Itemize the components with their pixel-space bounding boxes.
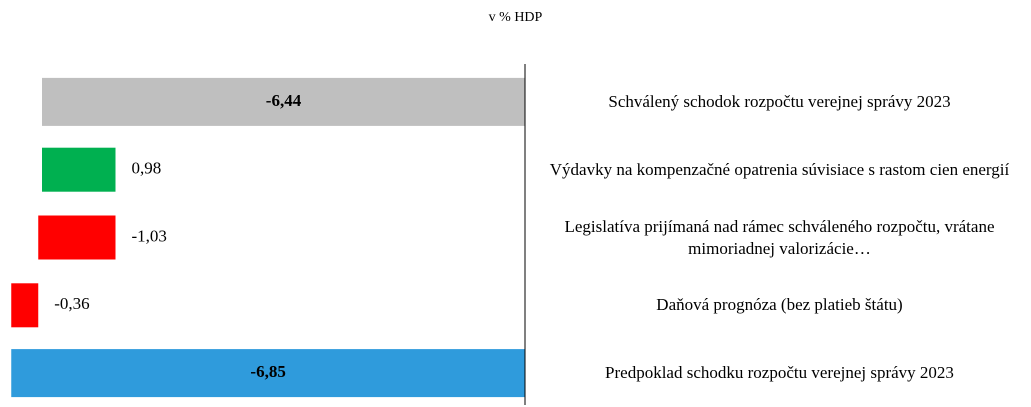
bar	[11, 283, 39, 328]
value-label: -1,03	[132, 226, 167, 245]
category-label: Legislatíva prijímaná nad rámec schválen…	[564, 216, 995, 258]
value-label: -0,36	[54, 294, 89, 313]
value-label: -6,44	[266, 91, 302, 110]
category-label: Schválený schodok rozpočtu verejnej sprá…	[608, 91, 951, 111]
category-label: Predpoklad schodku rozpočtu verejnej spr…	[605, 363, 954, 383]
bar	[42, 77, 525, 126]
bar	[42, 147, 116, 192]
value-label: -6,85	[250, 362, 285, 381]
chart-title: v % HDP	[488, 10, 543, 25]
value-label: 0,98	[132, 159, 162, 178]
bar	[38, 215, 116, 260]
category-label: Daňová prognóza (bez platieb štátu)	[656, 295, 903, 315]
category-label: Výdavky na kompenzačné opatrenia súvisia…	[549, 159, 1010, 179]
bar	[11, 349, 525, 398]
